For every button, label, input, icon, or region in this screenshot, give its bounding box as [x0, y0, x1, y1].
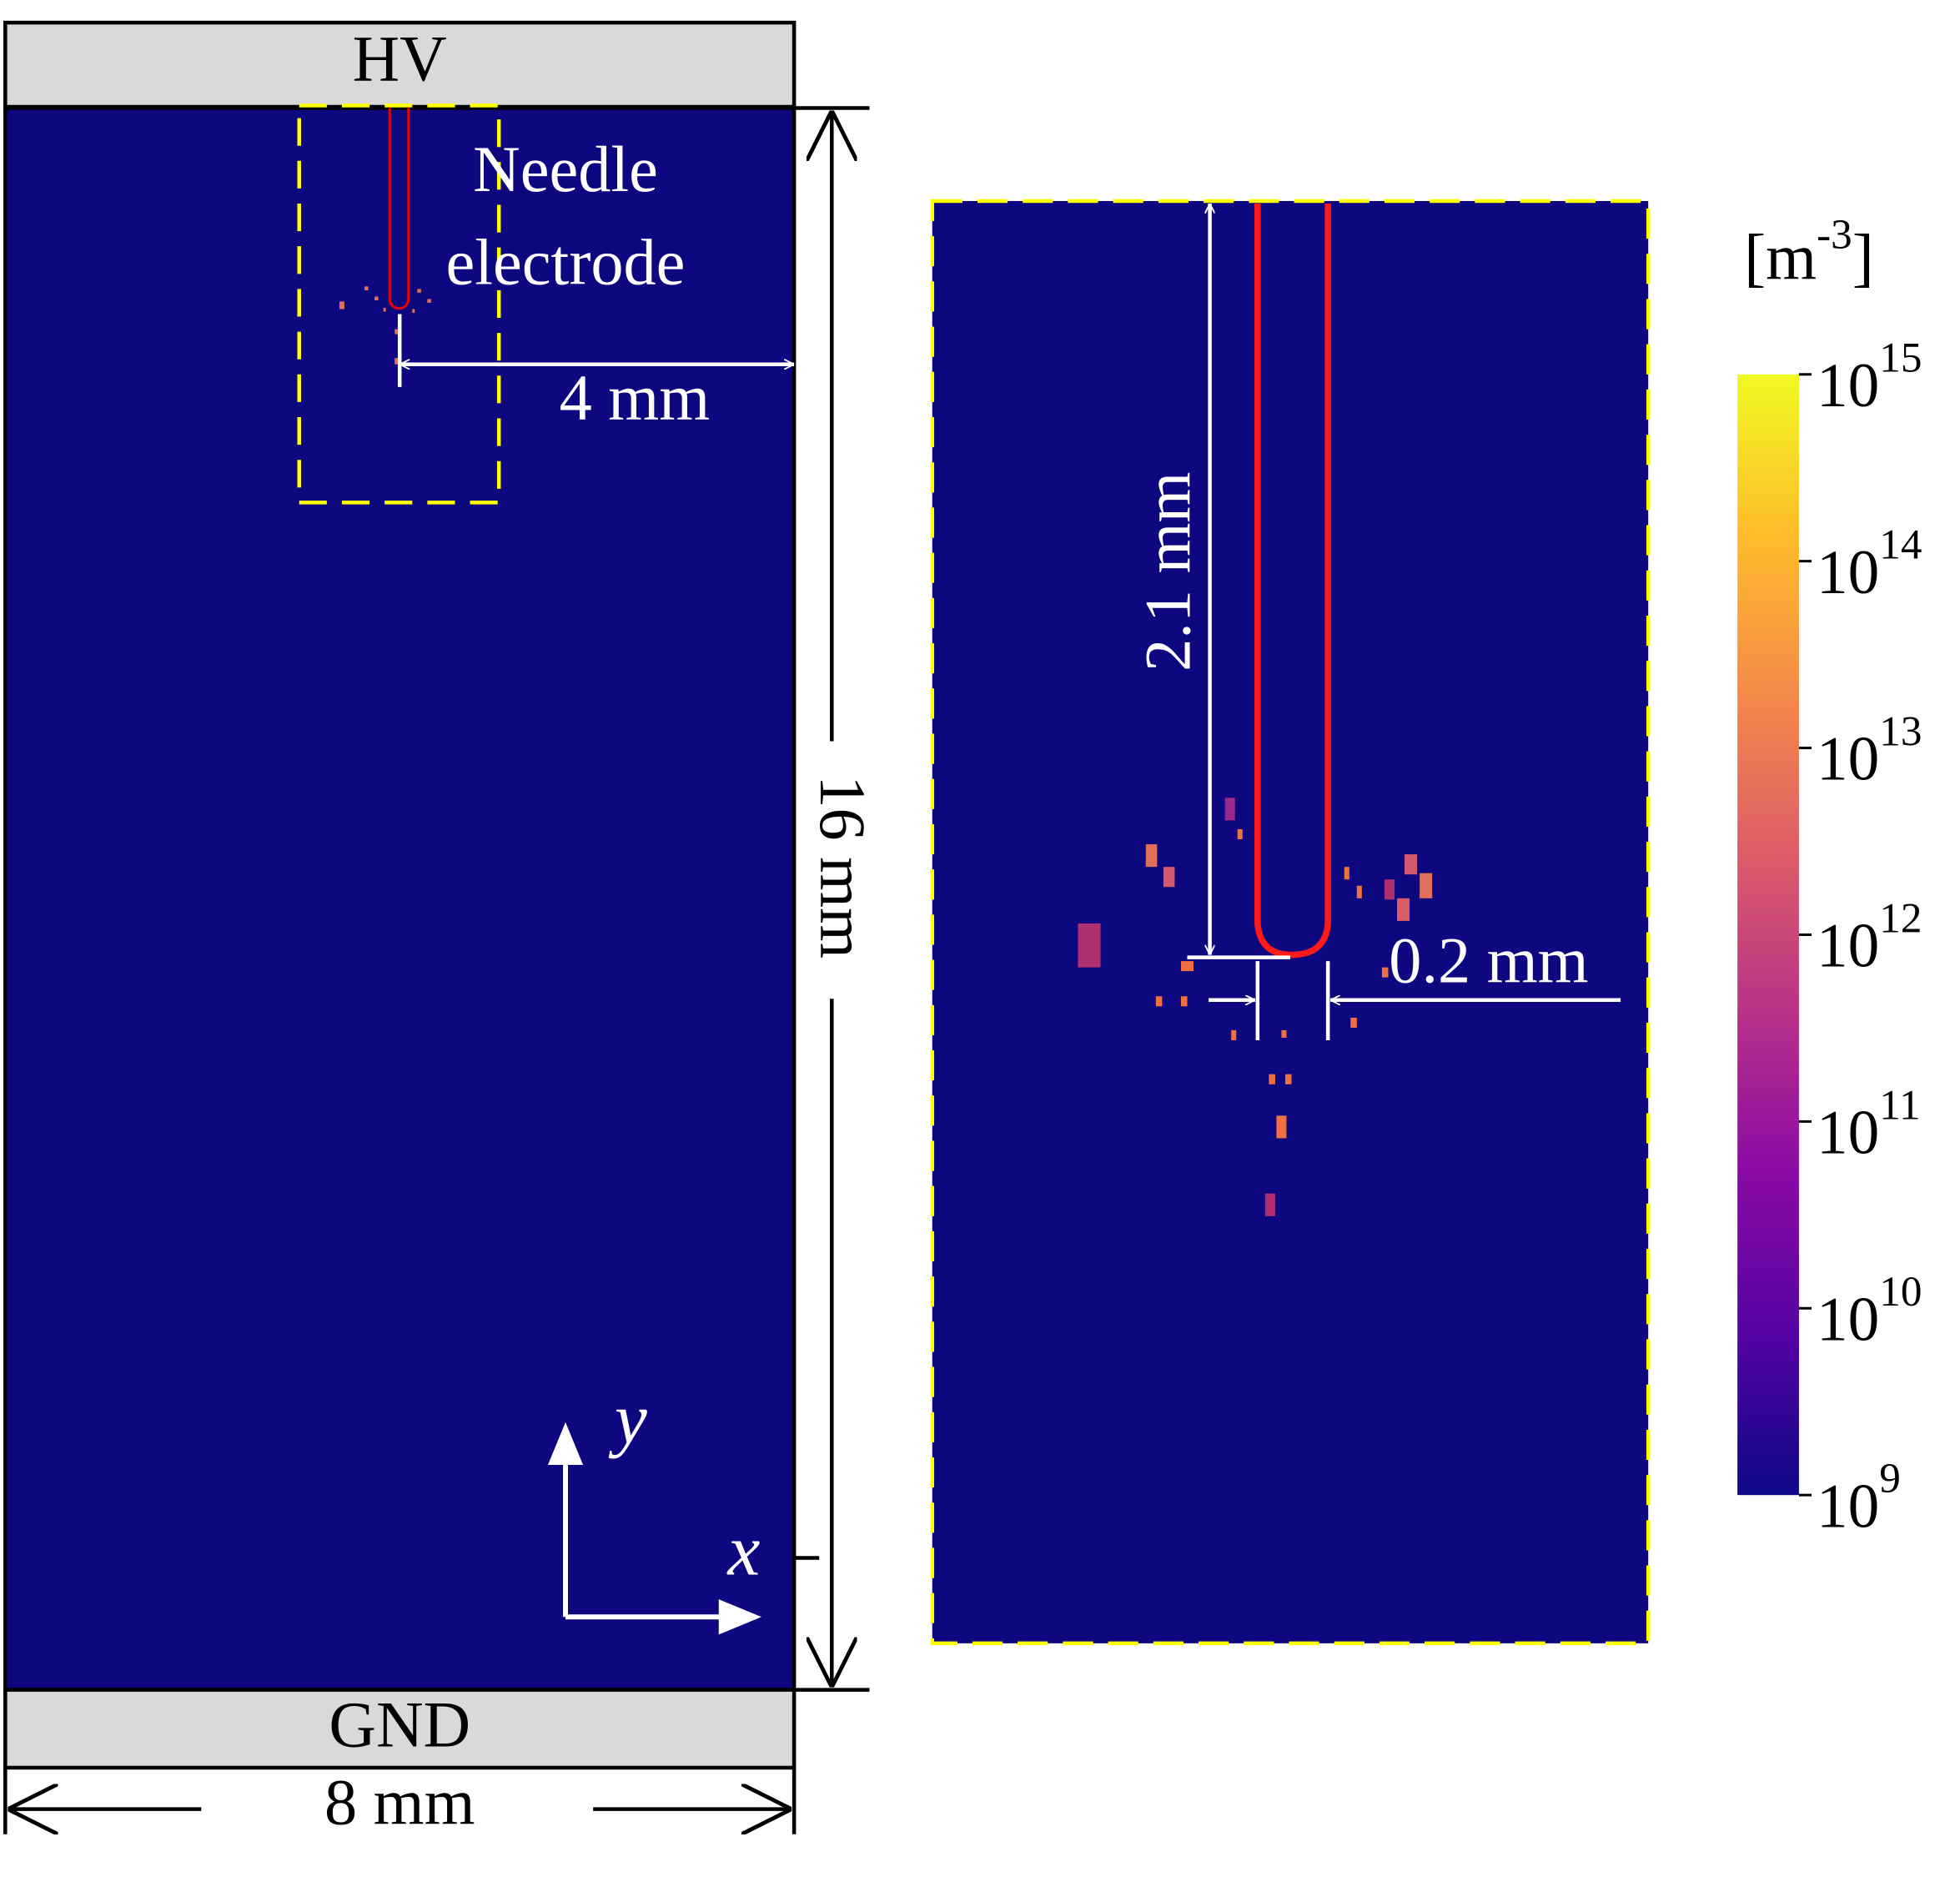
- colorbar-tick-label: 109: [1817, 1455, 1901, 1542]
- colorbar-tick-label: 1011: [1817, 1081, 1921, 1168]
- colorbar-tick-label: 1013: [1817, 707, 1922, 794]
- axis-x: x: [726, 1510, 760, 1591]
- tick-exponent: 9: [1879, 1455, 1901, 1502]
- tick-exponent: 15: [1879, 334, 1922, 381]
- gnd-label: GND: [329, 1688, 470, 1760]
- tick-exponent: 13: [1879, 707, 1922, 755]
- unit-close: ]: [1852, 220, 1874, 293]
- needle-width: 0.2 mm: [1389, 924, 1588, 997]
- tick-exponent: 12: [1879, 894, 1922, 942]
- colorbar-unit: [m-3]: [1744, 211, 1874, 293]
- needle: [388, 108, 410, 310]
- tick-base: 10: [1817, 912, 1879, 981]
- hv-electrode: [3, 20, 797, 109]
- colorbar-tick-label: 1014: [1817, 521, 1922, 607]
- needle-label: electrode: [446, 225, 686, 298]
- colorbar-tick-label: 1010: [1817, 1268, 1922, 1355]
- gap-dimension: 4 mm: [560, 361, 711, 434]
- width-dimension-lines: [3, 1767, 797, 1834]
- tick-exponent: 14: [1879, 521, 1922, 568]
- zoom-view: [930, 199, 1651, 1646]
- tick-exponent: 11: [1879, 1081, 1920, 1129]
- height-dimension: 16 mm: [807, 775, 879, 959]
- height-dimension-lines: [794, 106, 870, 1692]
- needle-zoom: [1254, 203, 1331, 959]
- density-specks: [339, 286, 431, 365]
- tick-base: 10: [1817, 1099, 1879, 1168]
- zoom-box: [297, 103, 501, 505]
- gnd-electrode: [3, 1688, 797, 1770]
- tick-base: 10: [1817, 1472, 1879, 1542]
- width-dimension: 8 mm: [324, 1766, 475, 1839]
- needle-label: Needle: [473, 133, 658, 205]
- width-dim-lines: [1209, 961, 1621, 1040]
- tick-exponent: 10: [1879, 1268, 1922, 1316]
- tick-base: 10: [1817, 351, 1879, 420]
- tick-base: 10: [1817, 725, 1879, 794]
- tick-base: 10: [1817, 538, 1879, 607]
- unit-base: [m: [1744, 220, 1817, 293]
- unit-exponent: -3: [1817, 211, 1852, 259]
- tick-base: 10: [1817, 1286, 1879, 1355]
- needle-length: 2.1 mm: [1131, 472, 1204, 672]
- density-specks-zoom: [1078, 798, 1433, 1216]
- axis-y: y: [608, 1377, 647, 1458]
- axes-arrows: [547, 1422, 761, 1635]
- colorbar-tick-label: 1015: [1817, 334, 1922, 420]
- colorbar-tick-label: 1012: [1817, 894, 1922, 981]
- colorbar: [1737, 374, 1799, 1496]
- hv-label: HV: [353, 22, 447, 94]
